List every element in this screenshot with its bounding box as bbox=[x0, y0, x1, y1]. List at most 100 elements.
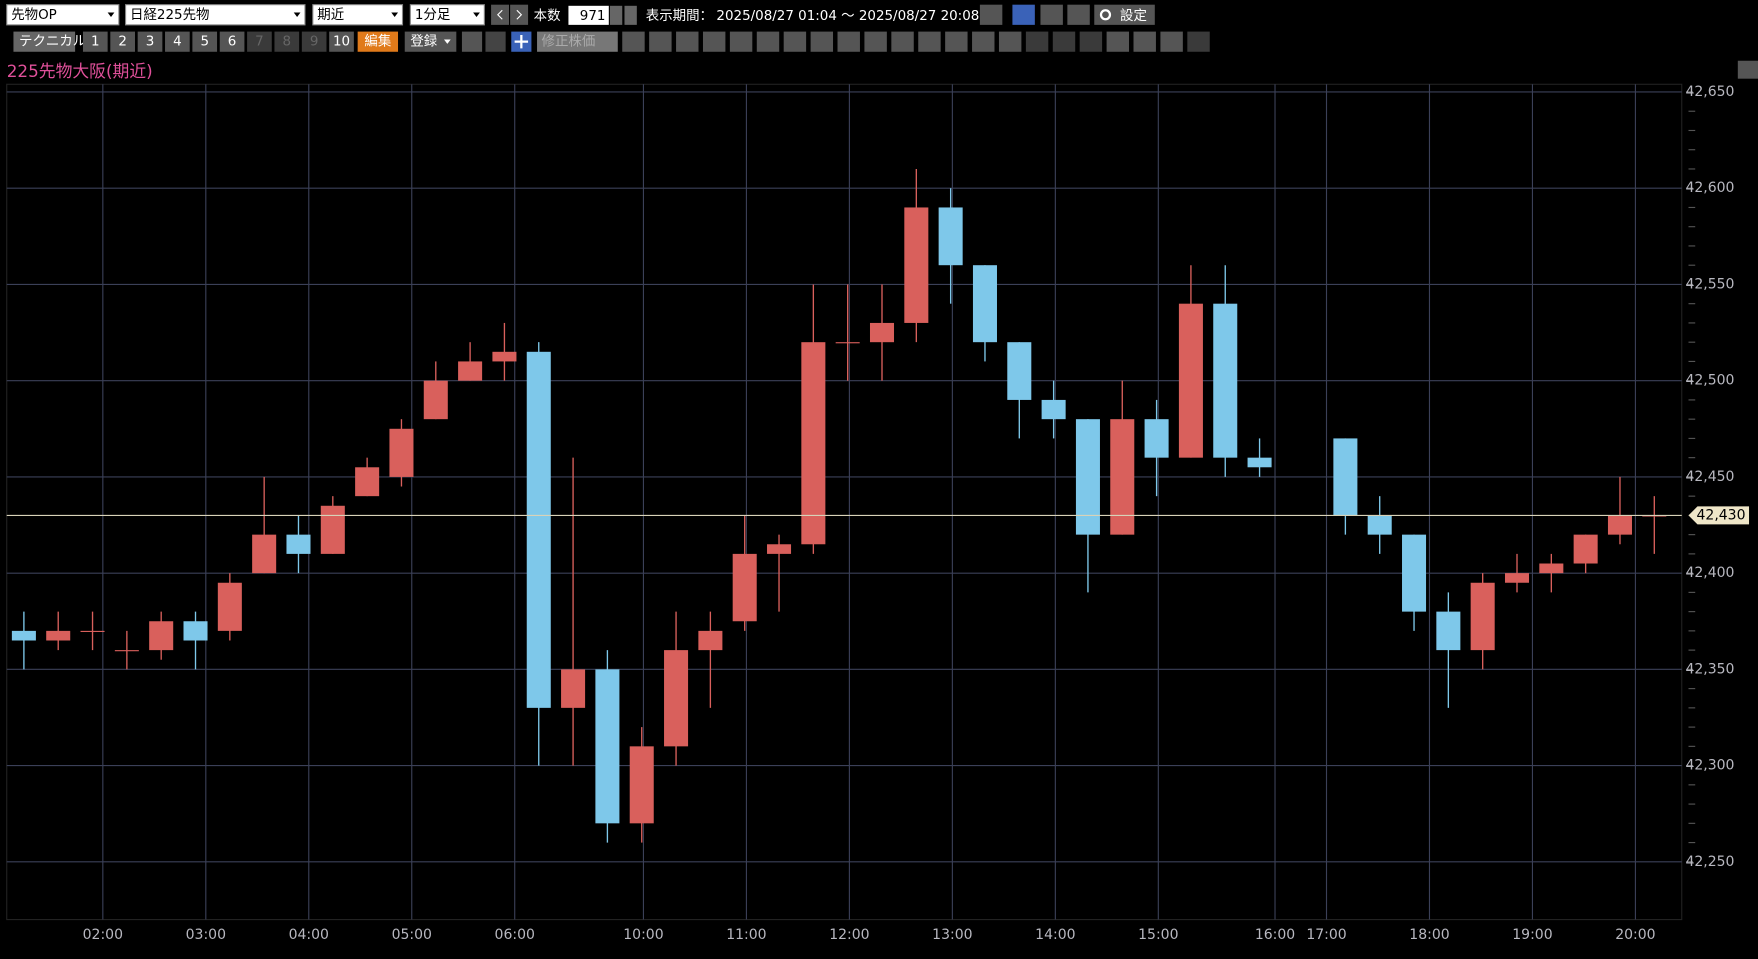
y-tick-label: 42,600 bbox=[1685, 180, 1734, 196]
count-up[interactable] bbox=[624, 5, 637, 25]
candle-body bbox=[1247, 457, 1272, 468]
slot-button[interactable] bbox=[274, 31, 300, 52]
arrow bbox=[473, 12, 480, 18]
tool-button[interactable] bbox=[756, 31, 780, 52]
instrument-select[interactable] bbox=[125, 4, 306, 26]
period: 2025/08/27 01:04 ～ 2025/08/27 20:08 bbox=[716, 9, 979, 24]
candle-body bbox=[1178, 303, 1203, 458]
tool-button[interactable] bbox=[891, 31, 914, 52]
candle-body bbox=[80, 630, 105, 632]
export-button[interactable] bbox=[1067, 4, 1090, 25]
slot-button[interactable] bbox=[301, 31, 327, 52]
x-tick-label: 14:00 bbox=[1035, 927, 1075, 943]
slot-label: 3 bbox=[146, 35, 155, 50]
slot-button[interactable] bbox=[247, 31, 272, 52]
slot-label: 5 bbox=[200, 35, 209, 50]
count-down[interactable] bbox=[609, 5, 623, 25]
count-input[interactable] bbox=[568, 5, 609, 25]
candle-body bbox=[1607, 515, 1632, 535]
slot-button[interactable] bbox=[329, 31, 354, 52]
tool-button[interactable] bbox=[1160, 31, 1183, 52]
tool-button[interactable] bbox=[783, 31, 807, 52]
tool-button[interactable] bbox=[1025, 31, 1049, 52]
candle-body bbox=[698, 630, 723, 651]
candle-body bbox=[1041, 399, 1066, 420]
x-tick-label: 04:00 bbox=[289, 927, 329, 943]
tool-button[interactable] bbox=[1106, 31, 1130, 52]
slot-button[interactable] bbox=[110, 31, 135, 52]
edit-button[interactable] bbox=[357, 31, 399, 52]
tool-button[interactable] bbox=[945, 31, 968, 52]
candle-body bbox=[1367, 515, 1392, 535]
next-button[interactable] bbox=[510, 4, 529, 25]
adjusted-select[interactable] bbox=[537, 31, 618, 52]
candle-body bbox=[423, 380, 448, 420]
candle-body bbox=[1470, 582, 1495, 651]
tool-button[interactable] bbox=[998, 31, 1022, 52]
tool-button[interactable] bbox=[649, 31, 672, 52]
candle-body bbox=[492, 351, 517, 362]
slot-label: 4 bbox=[173, 35, 182, 50]
candle-body bbox=[801, 342, 826, 545]
x-tick-label: 19:00 bbox=[1512, 927, 1552, 943]
candle-body bbox=[217, 582, 242, 631]
undo-button[interactable] bbox=[979, 4, 1003, 25]
candle-body bbox=[664, 650, 689, 747]
x-tick-label: 17:00 bbox=[1306, 927, 1346, 943]
print-button[interactable] bbox=[1040, 4, 1063, 25]
candle-body bbox=[1007, 342, 1032, 400]
arrow bbox=[443, 39, 451, 44]
technical: テクニカル bbox=[19, 34, 86, 50]
candle-body bbox=[286, 534, 311, 554]
slot-button[interactable] bbox=[82, 31, 108, 52]
slot-label: 2 bbox=[118, 35, 127, 50]
candle-body bbox=[320, 505, 345, 554]
candle-body bbox=[355, 467, 380, 497]
zoom-in[interactable] bbox=[461, 31, 483, 52]
tool-button[interactable] bbox=[676, 31, 699, 52]
tool-button[interactable] bbox=[1052, 31, 1076, 52]
candle-body bbox=[389, 428, 414, 477]
candle-body bbox=[1144, 419, 1169, 458]
icon bbox=[514, 34, 529, 49]
adjusted: 修正株価 bbox=[542, 34, 596, 50]
toolbar-row-1: 先物OP 日経225先物 期近 1分足 本数 971 表示期間： 2025/08… bbox=[6, 4, 1155, 26]
slot-label: 9 bbox=[310, 35, 319, 50]
tool-button[interactable] bbox=[702, 31, 726, 52]
candle-body bbox=[767, 544, 792, 554]
y-tick-label: 42,250 bbox=[1685, 854, 1734, 870]
tool-button[interactable] bbox=[622, 31, 645, 52]
market-select[interactable] bbox=[6, 4, 120, 26]
y-tick-label: 42,400 bbox=[1685, 565, 1734, 581]
contract-select[interactable] bbox=[312, 4, 404, 26]
interval-select[interactable] bbox=[409, 4, 485, 26]
collapse-button[interactable] bbox=[1737, 60, 1758, 79]
slot-button[interactable] bbox=[165, 31, 190, 52]
toolbar-row-2: テクニカル 編集 登録 修正株価 bbox=[13, 31, 618, 52]
tool-button[interactable] bbox=[1133, 31, 1156, 52]
tool-button[interactable] bbox=[1187, 31, 1210, 52]
slot-button[interactable] bbox=[219, 31, 245, 52]
register-button[interactable] bbox=[404, 31, 457, 52]
tool-button[interactable] bbox=[729, 31, 753, 52]
settings-button[interactable] bbox=[1094, 4, 1155, 25]
candle-body bbox=[1573, 534, 1598, 564]
candle-body bbox=[595, 669, 620, 824]
tool-button[interactable] bbox=[972, 31, 995, 52]
slot-label: 6 bbox=[228, 35, 237, 50]
x-tick-label: 13:00 bbox=[932, 927, 972, 943]
slot-button[interactable] bbox=[137, 31, 163, 52]
technical-button[interactable] bbox=[13, 31, 76, 52]
chart-button[interactable] bbox=[1012, 4, 1035, 25]
candle-body bbox=[46, 630, 71, 641]
prev-button[interactable] bbox=[491, 4, 510, 25]
tool-button[interactable] bbox=[837, 31, 860, 52]
tool-button[interactable] bbox=[810, 31, 834, 52]
tool-button[interactable] bbox=[1079, 31, 1103, 52]
tool-button[interactable] bbox=[918, 31, 941, 52]
zoom-out[interactable] bbox=[485, 31, 506, 52]
slot-button[interactable] bbox=[192, 31, 218, 52]
tool-button[interactable] bbox=[864, 31, 887, 52]
